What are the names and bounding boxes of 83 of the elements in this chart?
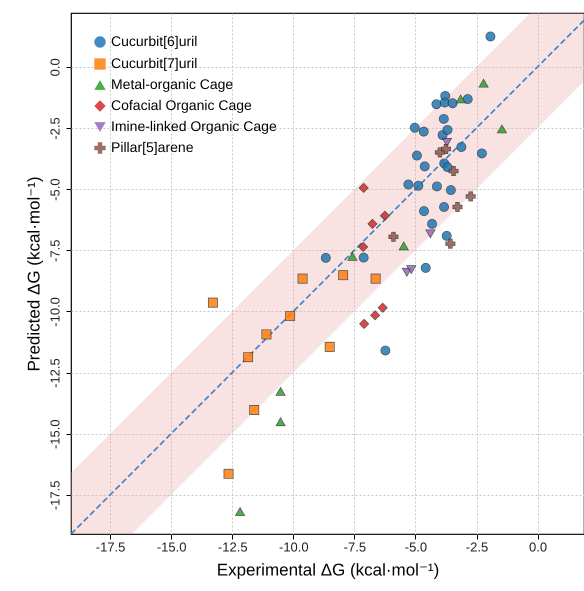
point (412, 150, 422, 161)
point (466, 191, 476, 202)
y-tick-label: 0.0 (48, 58, 62, 76)
point (320, 252, 331, 263)
point (425, 230, 436, 238)
point (358, 242, 368, 252)
point (261, 329, 272, 340)
point (438, 114, 449, 124)
y-axis-title: Predicted ΔG (kcal·mol⁻¹) (24, 176, 44, 372)
point (298, 274, 308, 284)
point (324, 342, 335, 352)
point (410, 122, 420, 133)
point (442, 124, 452, 135)
point (432, 181, 442, 192)
point (420, 161, 430, 172)
point (276, 387, 286, 396)
point (378, 302, 388, 313)
y-tick-label: -17.5 (48, 480, 62, 510)
point (476, 148, 487, 158)
point (456, 142, 466, 152)
point (235, 507, 246, 516)
point (285, 311, 296, 322)
legend-label: Imine-linked Organic Cage (111, 118, 277, 134)
point (413, 180, 424, 191)
point (434, 147, 445, 158)
point (478, 78, 489, 88)
point (358, 252, 369, 263)
y-tick-label: -12.5 (48, 358, 62, 388)
point (370, 274, 381, 284)
point (418, 126, 429, 137)
point (496, 124, 507, 134)
point (388, 232, 398, 242)
point (398, 242, 409, 250)
x-tick-label: -15.0 (156, 540, 186, 554)
y-tick-label: -2.5 (48, 117, 62, 140)
point (276, 417, 286, 426)
point (370, 310, 380, 320)
point (420, 262, 431, 273)
legend-label: Pillar[5]arene (111, 139, 194, 155)
legend-label: Cofacial Organic Cage (111, 97, 252, 113)
point (406, 265, 416, 274)
point (243, 352, 254, 362)
point (441, 144, 451, 154)
point (419, 206, 429, 216)
point (358, 182, 369, 193)
point (439, 202, 449, 212)
x-tick-label: -17.5 (96, 540, 126, 554)
point (445, 238, 456, 249)
legend-label: Metal-organic Cage (111, 76, 234, 92)
point (446, 185, 456, 196)
point (442, 138, 452, 147)
point (208, 298, 218, 308)
point (338, 270, 348, 280)
point (485, 32, 496, 42)
point (347, 252, 358, 261)
x-tick-label: -7.5 (344, 540, 366, 554)
x-tick-label: -10.0 (278, 540, 309, 554)
point (431, 99, 442, 110)
point (442, 230, 452, 241)
x-tick-label: -5.0 (404, 540, 428, 554)
x-tick-label: 0.0 (529, 540, 548, 554)
y-tick-label: -15.0 (48, 419, 62, 450)
point (448, 98, 458, 108)
legend-label: Cucurbit[7]uril (111, 55, 198, 71)
y-tick-label: -10.0 (48, 297, 62, 327)
point (380, 346, 390, 356)
point (249, 405, 260, 415)
x-axis-title: Experimental ΔG (kcal·mol⁻¹) (216, 560, 440, 580)
y-tick-label: -5.0 (48, 178, 62, 201)
point (462, 94, 473, 104)
point (427, 218, 438, 229)
x-tick-label: -12.5 (218, 540, 248, 554)
x-tick-label: -2.5 (466, 540, 488, 554)
point (380, 210, 390, 221)
legend-label: Cucurbit[6]uril (111, 33, 198, 49)
point (403, 180, 414, 190)
point (448, 166, 459, 176)
point (359, 318, 370, 329)
y-tick-label: -7.5 (48, 240, 62, 262)
point (224, 468, 234, 479)
point (452, 202, 462, 212)
point (456, 94, 466, 104)
point (367, 218, 378, 229)
